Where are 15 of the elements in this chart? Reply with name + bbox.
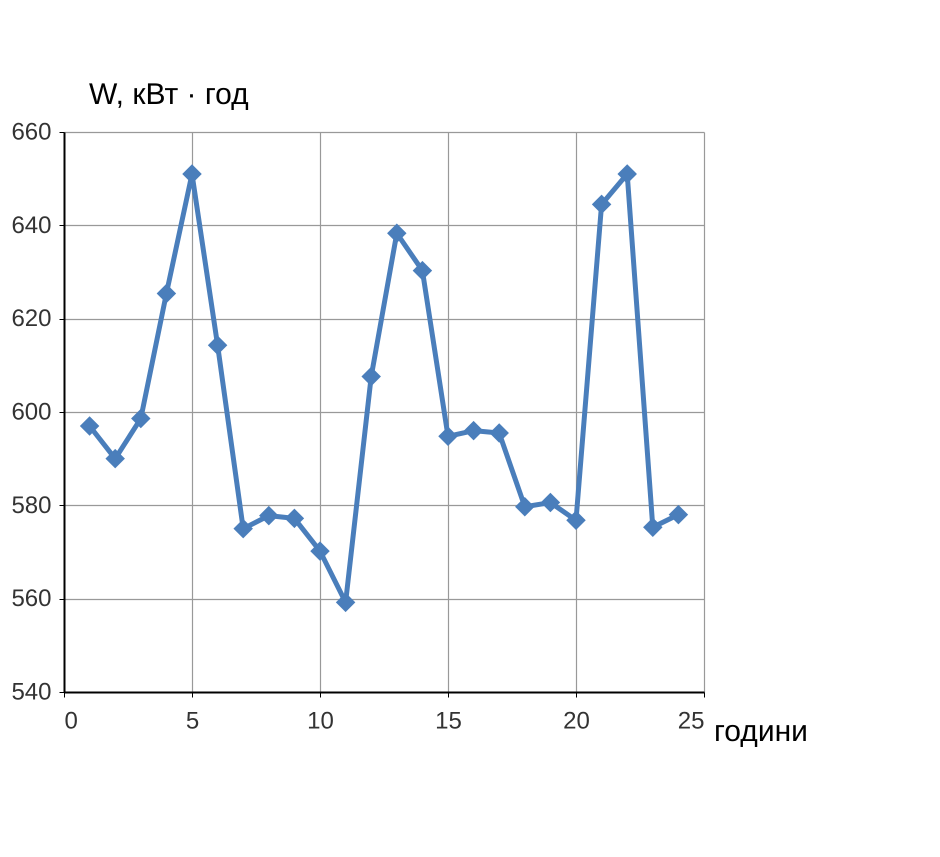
x-tick-label: 20: [563, 708, 590, 734]
x-tick-label: 15: [435, 708, 462, 734]
y-tick-label: 660: [11, 118, 52, 146]
y-tick-label: 640: [11, 212, 52, 239]
y-tick-label: 580: [11, 492, 52, 519]
y-tick-label: 620: [11, 305, 52, 332]
x-tick-label: 10: [307, 708, 334, 734]
x-axis-title: години: [714, 715, 808, 748]
y-axis-title: W, кВт · год: [89, 78, 249, 111]
y-tick-label: 540: [11, 678, 52, 706]
y-tick-label: 600: [11, 398, 52, 426]
x-tick-label: 5: [186, 708, 200, 734]
x-tick-label: 25: [678, 708, 704, 734]
x-tick-label: 0: [64, 708, 78, 734]
y-tick-label: 560: [11, 585, 52, 612]
